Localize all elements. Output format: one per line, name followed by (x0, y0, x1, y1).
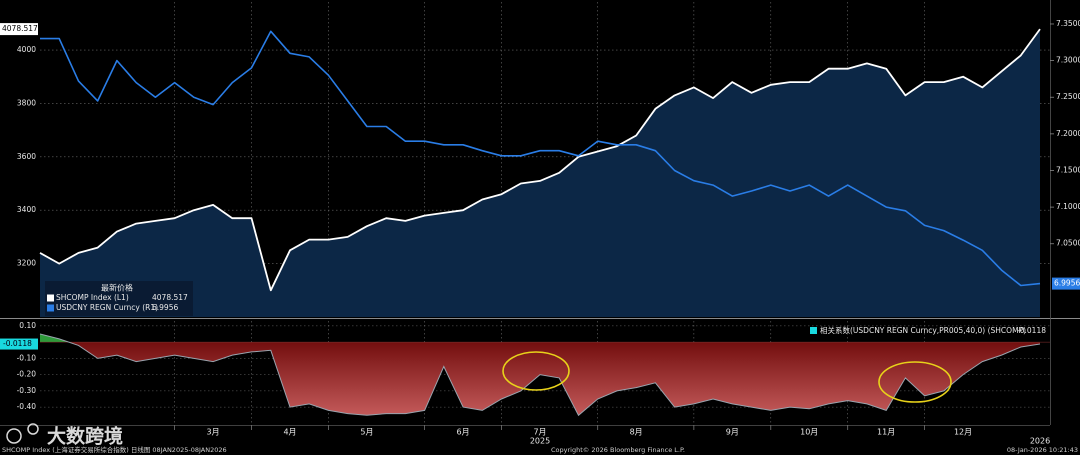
x-tick-label: 8月 (630, 428, 643, 437)
y-tick-label: -0.20 (17, 370, 37, 379)
last-value-label: -0.0118 (3, 339, 32, 348)
x-year-label: 2026 (1030, 437, 1050, 446)
y2-tick-label: 7.2500 (1056, 92, 1080, 101)
x-tick-label: 6月 (457, 428, 470, 437)
highlight-ellipse (878, 361, 952, 403)
y-tick-label: -0.10 (17, 353, 37, 362)
series-line (39, 28, 1041, 292)
y2-tick-label: 7.1000 (1056, 202, 1080, 211)
legend-swatch (47, 304, 54, 312)
last-value-tag (1052, 277, 1080, 290)
last-value-label: 4078.517 (2, 24, 38, 33)
x-tick-label: 4月 (283, 428, 296, 437)
x-tick-label: 10月 (800, 428, 818, 437)
y-tick-label: 4000 (17, 45, 36, 54)
series-line (39, 333, 1041, 417)
y-tick-label: 3800 (17, 98, 36, 107)
x-tick-label: 7月 (533, 428, 546, 437)
y-tick-label: 3400 (17, 205, 36, 214)
last-value-tag (0, 338, 38, 350)
x-year-label: 2025 (530, 437, 550, 446)
legend-value: -0.0118 (1017, 326, 1046, 335)
last-value-label: 6.9956 (1054, 279, 1080, 288)
x-tick-label: 12月 (954, 428, 972, 437)
watermark-logo (6, 428, 22, 444)
legend-label: 相关系数(USDCNY REGN Curncy,PR005,40,0) (SHC… (820, 325, 1026, 335)
watermark-logo (27, 423, 39, 435)
series-line (40, 30, 1041, 287)
series-area (40, 29, 1040, 317)
x-tick-label: 5月 (360, 428, 373, 437)
watermark: 大数跨境 (6, 423, 123, 448)
footer-left: SHCOMP Index (上海证券交易所综合指数) 日线图 08JAN2025… (2, 445, 227, 454)
ellipse-annotations (502, 351, 952, 403)
y2-tick-label: 7.2000 (1056, 129, 1080, 138)
footer-right: 08-Jan-2026 10:21:43 (1007, 446, 1078, 454)
negative-area (40, 342, 1040, 416)
x-tick-label: 9月 (726, 428, 739, 437)
legend-label: USDCNY REGN Curncy (R1) (56, 303, 158, 312)
x-tick-label: 11月 (877, 428, 895, 437)
y-tick-label: 3200 (17, 259, 36, 268)
y-tick-label: -0.30 (17, 386, 37, 395)
y-tick-label: 3600 (17, 152, 36, 161)
legend-box (45, 281, 193, 316)
highlight-ellipse (502, 351, 570, 391)
y2-tick-label: 7.1500 (1056, 165, 1080, 174)
y2-tick-label: 7.3500 (1056, 19, 1080, 28)
legend-value: 6.9956 (152, 303, 178, 312)
watermark-text: 大数跨境 (47, 425, 123, 448)
legend-title: 最新价格 (101, 283, 133, 293)
legend-swatch (810, 327, 817, 334)
x-tick-label: 3月 (207, 428, 220, 437)
last-value-tag (0, 23, 38, 36)
legend-label: SHCOMP Index (L1) (56, 293, 129, 302)
footer-center: Copyright© 2026 Bloomberg Finance L.P. (551, 446, 685, 454)
y-tick-label: -0.40 (17, 402, 37, 411)
y-tick-label: 0.10 (19, 321, 36, 330)
y2-tick-label: 7.3000 (1056, 56, 1080, 65)
legend-value: 4078.517 (152, 293, 188, 302)
y2-tick-label: 7.0500 (1056, 239, 1080, 248)
legend-swatch (47, 294, 54, 302)
